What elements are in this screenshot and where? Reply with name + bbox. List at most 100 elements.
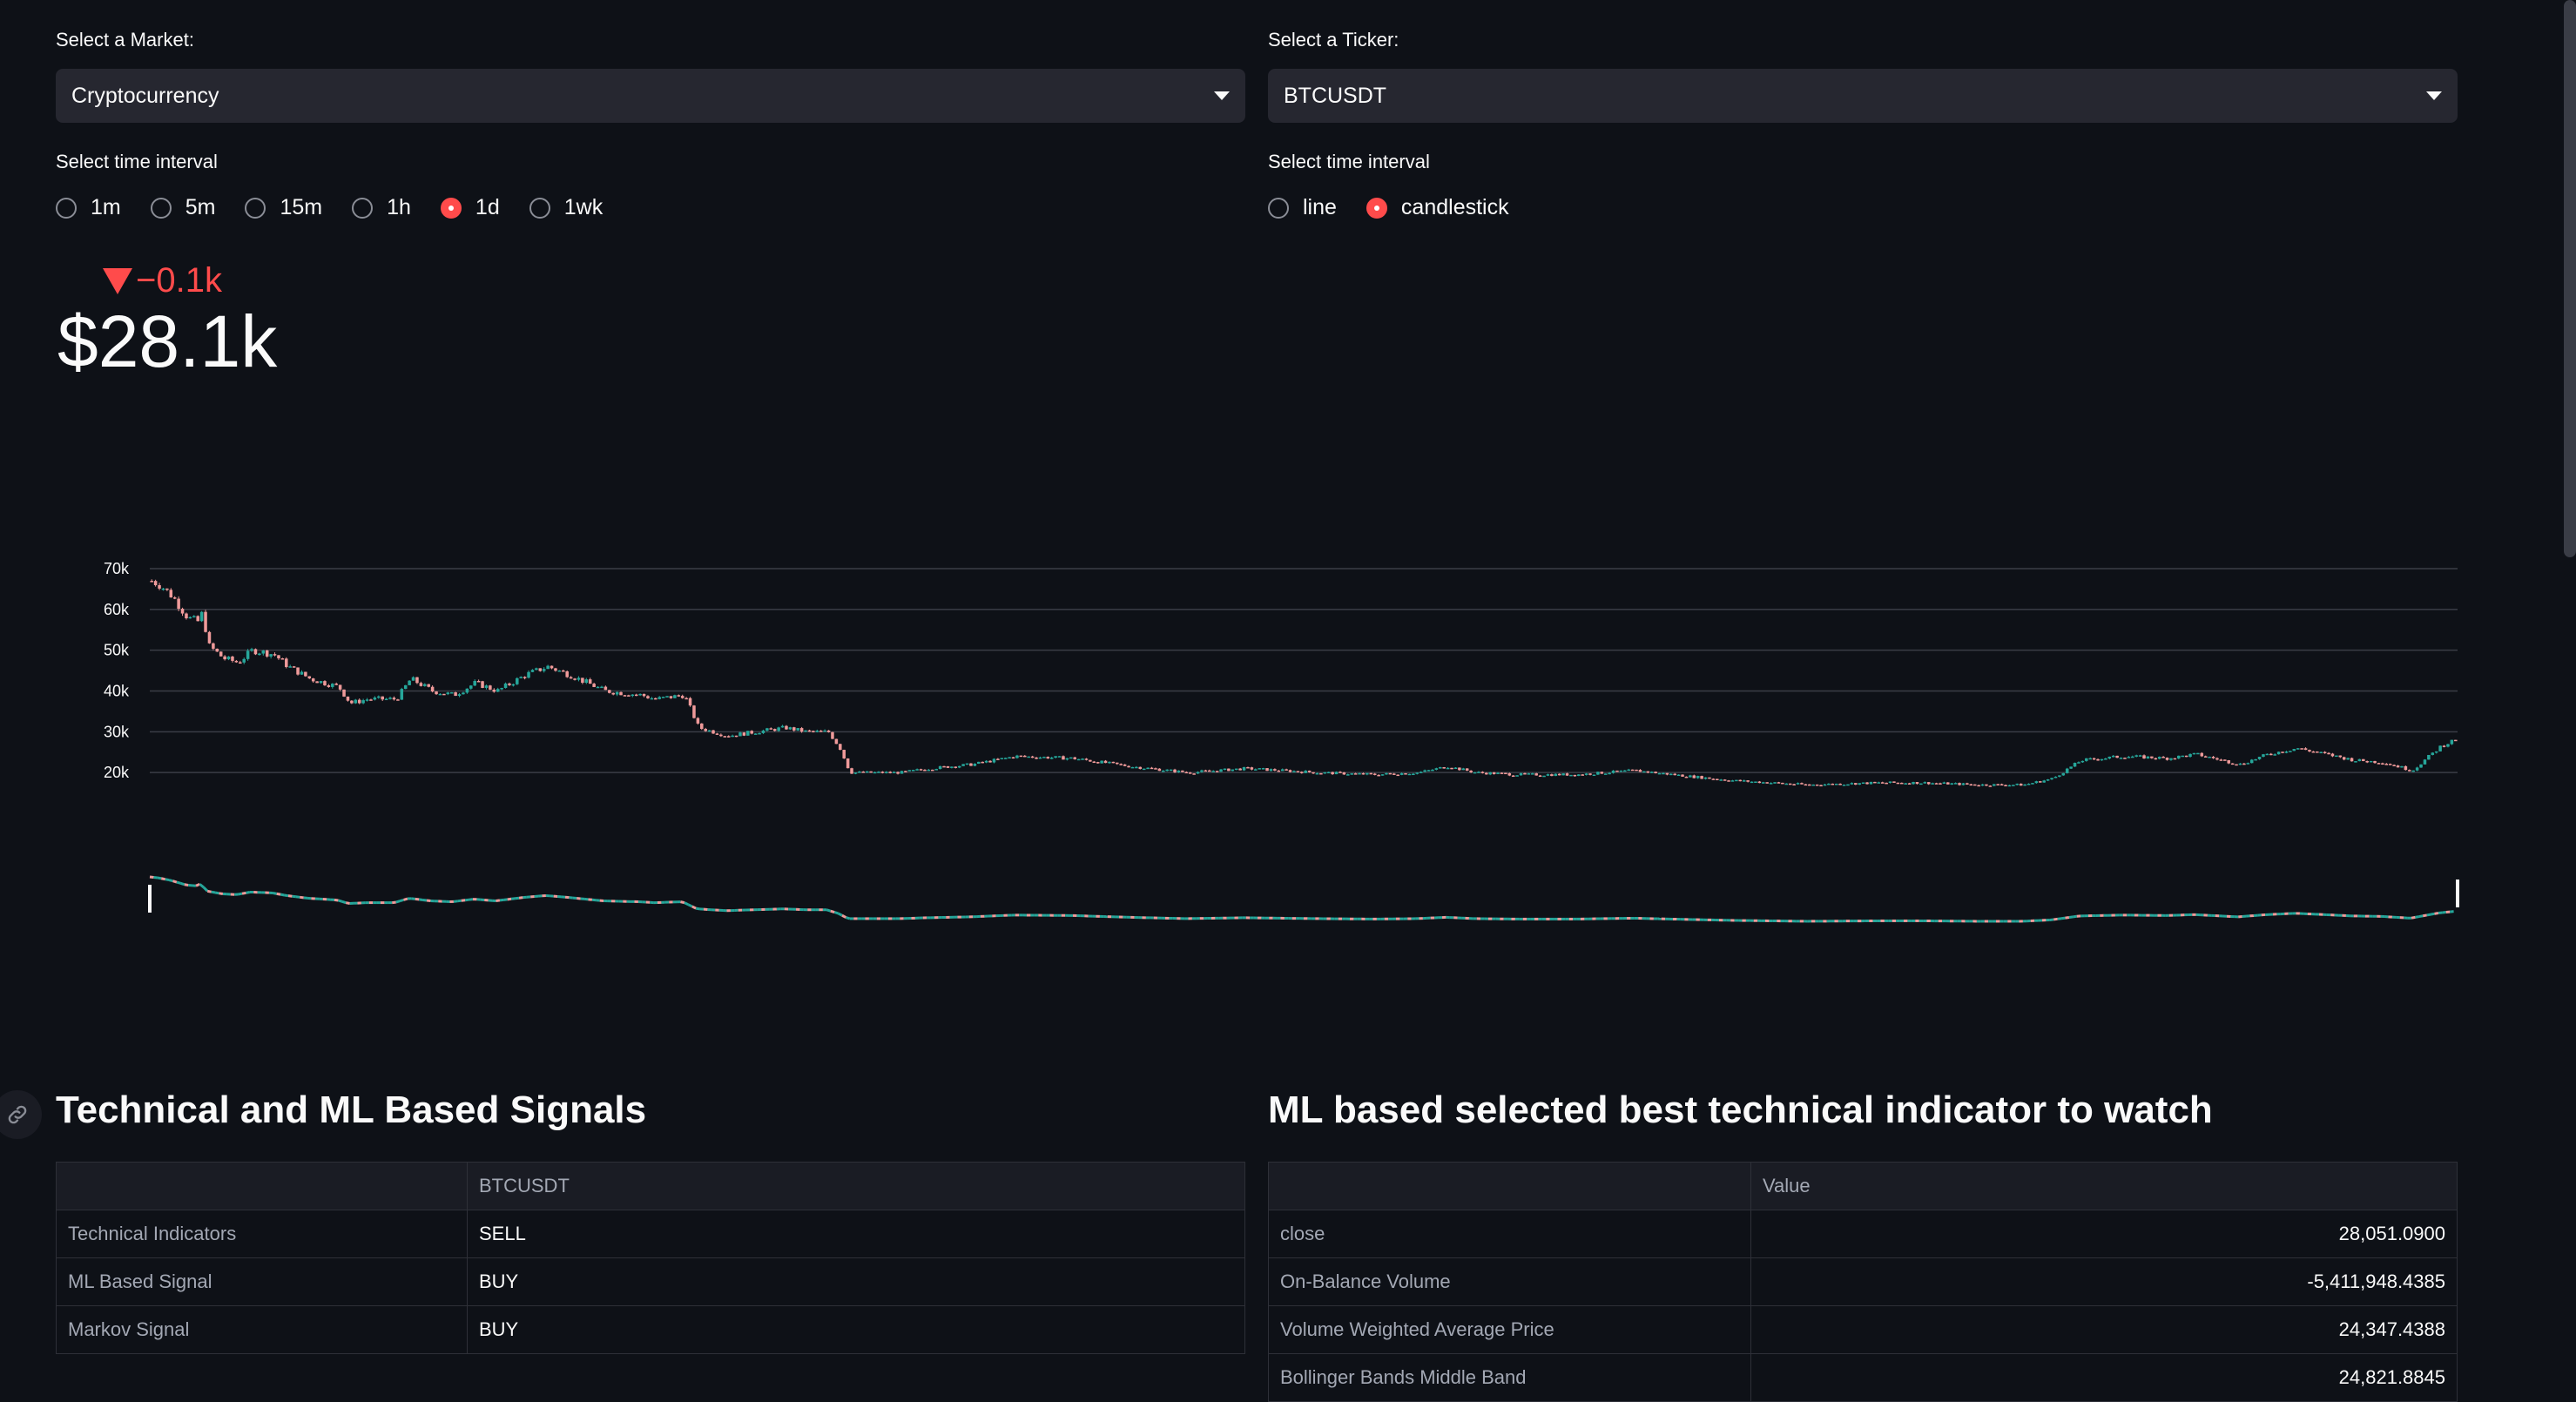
candle-up [2239, 764, 2242, 765]
candle-up [516, 678, 519, 684]
candle-down [2365, 761, 2369, 763]
candle-down [285, 658, 288, 667]
candle-down [1916, 782, 1919, 784]
market-select[interactable]: Cryptocurrency [56, 69, 1245, 123]
table-row: Technical Indicators SELL [57, 1210, 1245, 1258]
candle-down [393, 698, 396, 699]
candle-up [2054, 777, 2058, 779]
candle-up [1824, 785, 1827, 786]
interval-option-1wk[interactable]: 1wk [529, 195, 603, 220]
candle-down [177, 599, 180, 610]
candle-up [1627, 770, 1630, 772]
candle-up [1835, 784, 1838, 785]
range-slider-handle-left[interactable] [148, 885, 152, 913]
candle-up [1027, 757, 1030, 758]
table-row-label: ML Based Signal [57, 1258, 468, 1306]
candle-down [1047, 757, 1050, 758]
table-cell: -5,411,948.4385 [1751, 1258, 2458, 1306]
interval-option-1d[interactable]: 1d [441, 195, 500, 220]
candle-up [1454, 767, 1458, 769]
candle-up [408, 681, 411, 685]
candle-down [1139, 767, 1143, 769]
candle-up [1919, 784, 1923, 785]
candle-up [2273, 754, 2276, 756]
range-slider-handle-right[interactable] [2456, 880, 2459, 907]
candle-up [1281, 769, 1285, 771]
candle-down [342, 690, 346, 697]
range-slider-segment [300, 897, 303, 898]
candle-down [312, 678, 315, 681]
candle-down [1251, 767, 1254, 770]
candle-up [1889, 781, 1892, 783]
candle-down [1485, 773, 1488, 775]
candle-up [1750, 782, 1754, 784]
candle-up [1081, 758, 1084, 760]
chart-type-option-candlestick[interactable]: candlestick [1366, 195, 1509, 220]
interval-option-15m[interactable]: 15m [245, 195, 322, 220]
candle-down [2308, 750, 2311, 752]
candle-down [1112, 762, 1116, 764]
candle-up [1954, 783, 1958, 785]
interval-option-5m[interactable]: 5m [151, 195, 216, 220]
candle-up [1797, 783, 1800, 785]
interval-option-1m[interactable]: 1m [56, 195, 121, 220]
candle-down [1996, 784, 1999, 785]
candle-up [2188, 754, 2192, 757]
candle-down [947, 766, 950, 768]
candle-down [2381, 763, 2384, 765]
candle-up [466, 689, 469, 693]
candle-up [447, 692, 450, 694]
range-slider-segment [496, 900, 500, 901]
candle-down [573, 678, 577, 680]
candle-down [1089, 760, 1092, 762]
candle-down [920, 769, 923, 771]
candle-down [942, 766, 946, 768]
candle-down [554, 668, 557, 671]
candle-up [2104, 758, 2107, 760]
candle-down [1442, 767, 1446, 769]
candle-up [2451, 740, 2454, 745]
candle-down [1588, 773, 1592, 775]
candle-up [250, 649, 253, 650]
y-tick-label: 30k [104, 723, 130, 740]
candle-up [2008, 785, 2012, 787]
candle-up [1677, 775, 1681, 777]
range-slider-segment [207, 891, 211, 892]
candle-down [1093, 762, 1096, 764]
candle-down [2281, 752, 2284, 753]
range-slider-segment [396, 901, 400, 902]
candle-down [1493, 772, 1496, 774]
candle-up [504, 684, 508, 688]
table-row: On-Balance Volume -5,411,948.4385 [1269, 1258, 2458, 1306]
market-select-value: Cryptocurrency [71, 84, 219, 109]
candle-down [1819, 785, 1823, 787]
metric-value: $28.1k [57, 300, 277, 384]
chart-type-option-line[interactable]: line [1268, 195, 1337, 220]
candle-up [2438, 745, 2442, 751]
candle-down [1377, 775, 1380, 777]
candle-up [462, 692, 465, 694]
candle-down [1362, 773, 1366, 775]
candle-up [1924, 782, 1927, 784]
candle-down [1116, 763, 1119, 765]
ticker-select[interactable]: BTCUSDT [1268, 69, 2458, 123]
interval-option-1h[interactable]: 1h [352, 195, 411, 220]
table-cell: BUY [468, 1306, 1245, 1354]
candle-up [1851, 783, 1854, 785]
candle-down [1723, 779, 1727, 781]
range-slider-segment [2053, 919, 2057, 920]
scrollbar[interactable] [2564, 0, 2576, 557]
candle-up [1177, 771, 1181, 772]
candle-down [1208, 771, 1211, 772]
table-row-label: Bollinger Bands Middle Band [1269, 1354, 1751, 1402]
anchor-link-button[interactable] [0, 1090, 42, 1139]
candle-down [716, 733, 719, 735]
candle-down [1581, 774, 1584, 776]
candle-down [1727, 780, 1730, 782]
candle-down [1792, 784, 1796, 785]
candle-up [412, 677, 415, 681]
candle-up [2050, 778, 2053, 779]
candle-down [2362, 759, 2365, 761]
candle-down [1977, 785, 1980, 787]
